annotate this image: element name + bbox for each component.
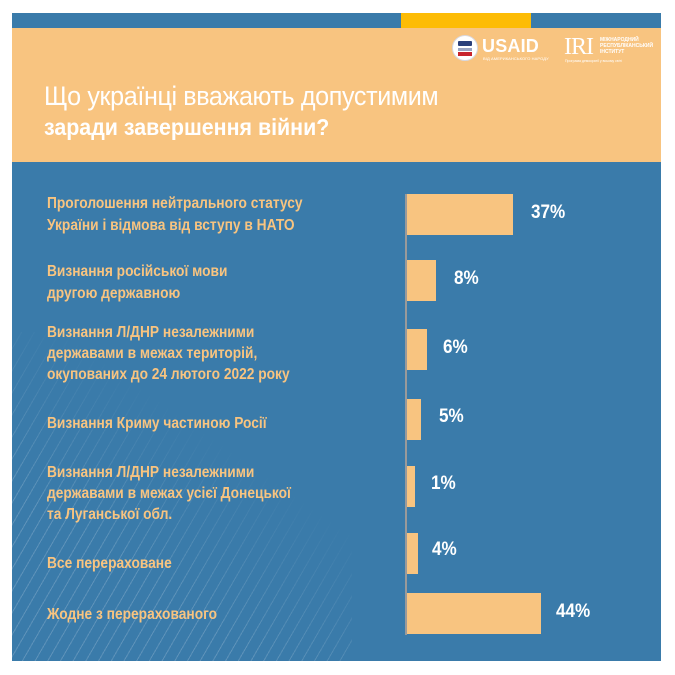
bar-value: 1%	[431, 473, 456, 494]
bar-label: Визнання Криму частиною Росії	[47, 415, 267, 432]
bar-value: 8%	[454, 268, 479, 289]
bar-value: 6%	[443, 337, 468, 358]
title-line-1: Що українці вважають допустимим	[44, 81, 439, 111]
bar-value: 37%	[531, 202, 566, 223]
bar-value: 44%	[556, 601, 591, 622]
usaid-wordmark: USAID	[482, 36, 540, 56]
iri-subtitle: Програма демократії у всьому світі	[565, 59, 622, 63]
title-line-2: заради завершення війни?	[44, 114, 330, 140]
bar-label: Визнання Л/ДНР незалежними державами в ме…	[47, 464, 291, 523]
bar-label: Визнання Л/ДНР незалежними державами в ме…	[47, 324, 290, 383]
usaid-logo: USAID ВІД АМЕРИКАНСЬКОГО НАРОДУ	[452, 35, 552, 65]
iri-name: МІЖНАРОДНИЙ РЕСПУБЛІКАНСЬКИЙ ІНСТИТУТ	[600, 37, 653, 55]
bar-value: 5%	[439, 406, 464, 427]
top-color-strip	[12, 13, 661, 28]
bar	[407, 399, 421, 440]
bar-label: Жодне з перерахованого	[47, 606, 218, 623]
bar-label: Проголошення нейтрального статусу України…	[47, 195, 303, 234]
iri-logo: IRI МІЖНАРОДНИЙ РЕСПУБЛІКАНСЬКИЙ ІНСТИТУ…	[564, 34, 664, 66]
chart-area: Проголошення нейтрального статусу України…	[12, 162, 661, 661]
bar	[407, 329, 427, 370]
usaid-subtitle: ВІД АМЕРИКАНСЬКОГО НАРОДУ	[483, 56, 549, 61]
decorative-hatch-pattern	[12, 332, 352, 661]
iri-wordmark: IRI	[564, 34, 594, 60]
iri-name-line: МІЖНАРОДНИЙ	[600, 37, 639, 43]
iri-name-line: РЕСПУБЛІКАНСЬКИЙ	[600, 43, 654, 49]
bar	[407, 593, 541, 634]
usaid-seal-icon	[452, 35, 478, 61]
bar-label: Визнання російської мови другою державною	[47, 263, 228, 302]
bar-value: 4%	[432, 539, 457, 560]
bar	[407, 194, 513, 235]
bar-label: Все перераховане	[47, 555, 172, 572]
bar	[407, 466, 415, 507]
chart-axis-line	[405, 194, 407, 635]
bar	[407, 533, 418, 574]
bar	[407, 260, 436, 301]
top-accent-yellow	[401, 13, 531, 28]
infographic-panel: USAID ВІД АМЕРИКАНСЬКОГО НАРОДУ IRI МІЖН…	[12, 13, 661, 661]
header: USAID ВІД АМЕРИКАНСЬКОГО НАРОДУ IRI МІЖН…	[12, 28, 661, 162]
iri-name-line: ІНСТИТУТ	[600, 49, 625, 55]
